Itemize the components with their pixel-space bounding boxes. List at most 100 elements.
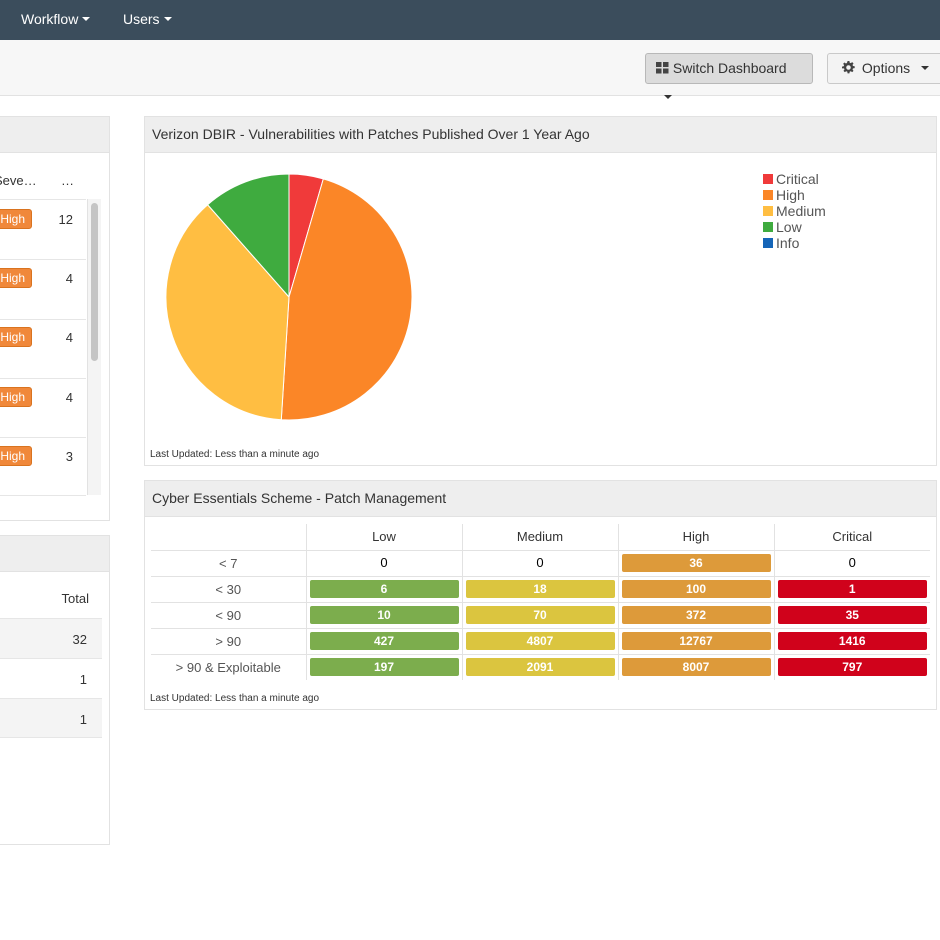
cell-value-critical[interactable]: 797 — [777, 658, 927, 677]
pie-slice-low[interactable] — [206, 173, 290, 299]
header-divider — [0, 199, 86, 200]
table-cell: 197 — [305, 653, 462, 680]
options-button[interactable]: Options — [827, 53, 940, 84]
cyber-essentials-widget: Cyber Essentials Scheme - Patch Manageme… — [144, 480, 937, 710]
severity-badge: High — [0, 387, 32, 407]
cell-value-low[interactable]: 0 — [380, 555, 388, 570]
row-count: 12 — [58, 212, 73, 227]
severity-badge: High — [0, 446, 32, 466]
row-total: 1 — [79, 672, 87, 687]
row-label: > 90 — [151, 627, 306, 654]
legend-swatch — [763, 222, 773, 232]
legend-item-info[interactable]: Info — [763, 235, 826, 251]
legend-label: Medium — [776, 203, 826, 219]
table-cell: 4807 — [461, 627, 618, 654]
table-cell: 372 — [617, 601, 774, 628]
table-cell: 36 — [617, 549, 774, 576]
scrollbar[interactable] — [87, 199, 101, 495]
column-header-total: Total — [61, 591, 89, 606]
row-count: 3 — [65, 449, 73, 464]
legend-swatch — [763, 238, 773, 248]
legend-item-medium[interactable]: Medium — [763, 203, 826, 219]
chevron-down-icon — [163, 17, 172, 22]
row-label: < 30 — [151, 575, 306, 602]
cyber-essentials-title: Cyber Essentials Scheme - Patch Manageme… — [145, 481, 936, 517]
cell-value-high[interactable]: 372 — [621, 606, 771, 624]
cell-value-medium[interactable]: 18 — [465, 580, 615, 598]
cell-value-low[interactable]: 10 — [309, 606, 459, 624]
column-header-count: … — [61, 173, 74, 188]
chevron-down-icon — [921, 66, 930, 71]
nav-users[interactable]: Users — [123, 0, 172, 40]
table-row: < 7 0 0 36 0 — [151, 549, 930, 576]
legend-swatch — [763, 206, 773, 216]
cell-value-high[interactable]: 100 — [621, 580, 771, 598]
severity-badge: High — [0, 209, 32, 229]
table-row[interactable]: 1 — [0, 658, 102, 698]
row-label: < 90 — [151, 601, 306, 628]
column-header-low: Low — [305, 524, 462, 550]
table-row[interactable]: 32 — [0, 618, 102, 658]
cell-value-high[interactable]: 36 — [621, 554, 771, 572]
chart-legend: Critical High Medium Low Info — [763, 171, 826, 251]
row-count: 4 — [65, 271, 73, 286]
row-total: 32 — [72, 632, 87, 647]
table-cell: 10 — [305, 601, 462, 628]
row-divider — [0, 437, 86, 438]
column-header-critical: Critical — [773, 524, 930, 550]
table-cell: 427 — [305, 627, 462, 654]
table-cell: 0 — [305, 549, 462, 576]
cell-value-medium[interactable]: 70 — [465, 606, 615, 624]
table-row[interactable]: 1 — [0, 698, 102, 738]
table-cell: 100 — [617, 575, 774, 602]
cell-value-low[interactable]: 427 — [309, 632, 459, 650]
cell-value-medium[interactable]: 4807 — [465, 632, 615, 650]
row-total: 1 — [79, 712, 87, 727]
row-divider — [0, 319, 86, 320]
row-divider — [0, 259, 86, 260]
cell-value-critical[interactable]: 1 — [777, 580, 927, 598]
left-widget-severity: Seve… … High 12 High 4 High 4 High 4 Hig… — [0, 116, 110, 521]
nav-workflow[interactable]: Workflow — [21, 0, 91, 40]
table-cell: 797 — [773, 653, 930, 680]
cell-value-low[interactable]: 197 — [309, 658, 459, 677]
left-widget-header — [0, 536, 109, 572]
column-header-medium: Medium — [461, 524, 618, 550]
severity-badge: High — [0, 268, 32, 288]
scrollbar-thumb[interactable] — [91, 203, 98, 361]
top-navbar: Workflow Users — [0, 0, 940, 40]
cell-value-critical[interactable]: 35 — [777, 606, 927, 624]
cell-value-low[interactable]: 6 — [309, 580, 459, 598]
cell-value-high[interactable]: 12767 — [621, 632, 771, 650]
row-label: < 7 — [151, 549, 306, 576]
table-cell: 1416 — [773, 627, 930, 654]
table-row: > 90 & Exploitable 197 2091 8007 797 — [151, 653, 930, 680]
left-widget-header — [0, 117, 109, 153]
switch-dashboard-button[interactable]: Switch Dashboard — [645, 53, 813, 100]
table-cell: 1 — [773, 575, 930, 602]
cell-value-critical[interactable]: 1416 — [777, 632, 927, 650]
cell-value-critical[interactable]: 0 — [848, 555, 856, 570]
pie-widget: Verizon DBIR - Vulnerabilities with Patc… — [144, 116, 937, 466]
row-divider — [0, 495, 86, 496]
table-cell: 18 — [461, 575, 618, 602]
pie-slice-high[interactable] — [280, 178, 413, 421]
patch-management-table: Low Medium High Critical < 7 0 0 36 0 < 30 6 18… — [151, 524, 930, 680]
legend-item-low[interactable]: Low — [763, 219, 826, 235]
cell-value-high[interactable]: 8007 — [621, 658, 771, 677]
cell-value-medium[interactable]: 2091 — [465, 658, 615, 677]
table-cell: 2091 — [461, 653, 618, 680]
pie-chart — [165, 173, 413, 421]
cell-value-medium[interactable]: 0 — [536, 555, 544, 570]
row-divider — [0, 378, 86, 379]
pie-slice-medium[interactable] — [165, 204, 290, 421]
legend-label: High — [776, 187, 805, 203]
row-count: 4 — [65, 390, 73, 405]
severity-badge: High — [0, 327, 32, 347]
table-row: < 30 6 18 100 1 — [151, 575, 930, 602]
legend-item-critical[interactable]: Critical — [763, 171, 826, 187]
options-label: Options — [861, 60, 911, 76]
legend-item-high[interactable]: High — [763, 187, 826, 203]
row-label: > 90 & Exploitable — [151, 653, 306, 680]
nav-users-label: Users — [123, 11, 160, 27]
